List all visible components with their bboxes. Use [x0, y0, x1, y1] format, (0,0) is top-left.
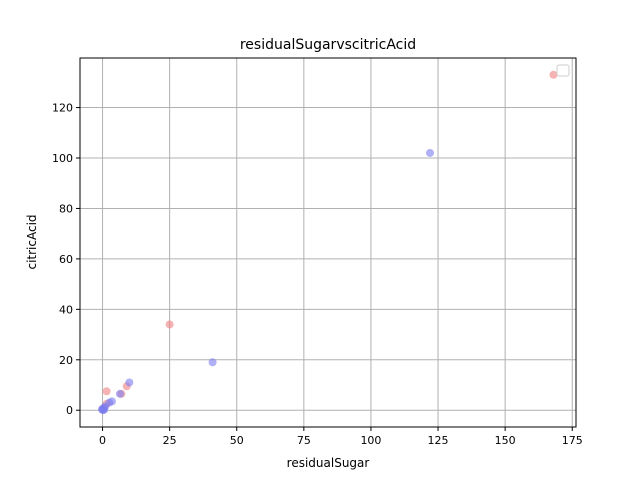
data-points — [98, 70, 558, 415]
x-tick-label: 150 — [495, 434, 516, 447]
x-axis-label: residualSugar — [287, 456, 370, 470]
data-point-series-2 — [115, 389, 124, 398]
data-point-series-2 — [425, 148, 434, 157]
x-tick-label: 0 — [99, 434, 106, 447]
plot-frame — [79, 57, 577, 428]
data-point-series-2 — [100, 405, 109, 414]
data-point-series-1 — [165, 320, 174, 329]
data-point-series-1 — [102, 387, 111, 396]
data-point-series-2 — [208, 358, 217, 367]
y-tick-label: 40 — [59, 303, 73, 316]
x-tick-label: 125 — [428, 434, 449, 447]
y-tick-label: 120 — [52, 102, 73, 115]
x-tick-label: 25 — [163, 434, 177, 447]
y-axis-ticks: 0 20 40 60 80 100 120 — [52, 102, 80, 417]
gridlines — [80, 58, 576, 427]
legend-box — [556, 64, 570, 77]
x-tick-label: 50 — [230, 434, 244, 447]
x-tick-label: 100 — [360, 434, 381, 447]
y-axis-label: citricAcid — [25, 214, 39, 269]
data-point-series-1 — [549, 70, 558, 79]
x-tick-label: 175 — [562, 434, 583, 447]
y-tick-label: 0 — [66, 404, 73, 417]
chart-title: residualSugarvscitricAcid — [240, 37, 416, 53]
x-axis-ticks: 0 25 50 75 100 125 150 175 — [99, 427, 583, 447]
y-tick-label: 80 — [59, 202, 73, 215]
legend — [556, 64, 570, 77]
y-tick-label: 60 — [59, 253, 73, 266]
y-tick-label: 20 — [59, 354, 73, 367]
y-tick-label: 100 — [52, 152, 73, 165]
data-point-series-2 — [125, 378, 134, 387]
x-tick-label: 75 — [297, 434, 311, 447]
